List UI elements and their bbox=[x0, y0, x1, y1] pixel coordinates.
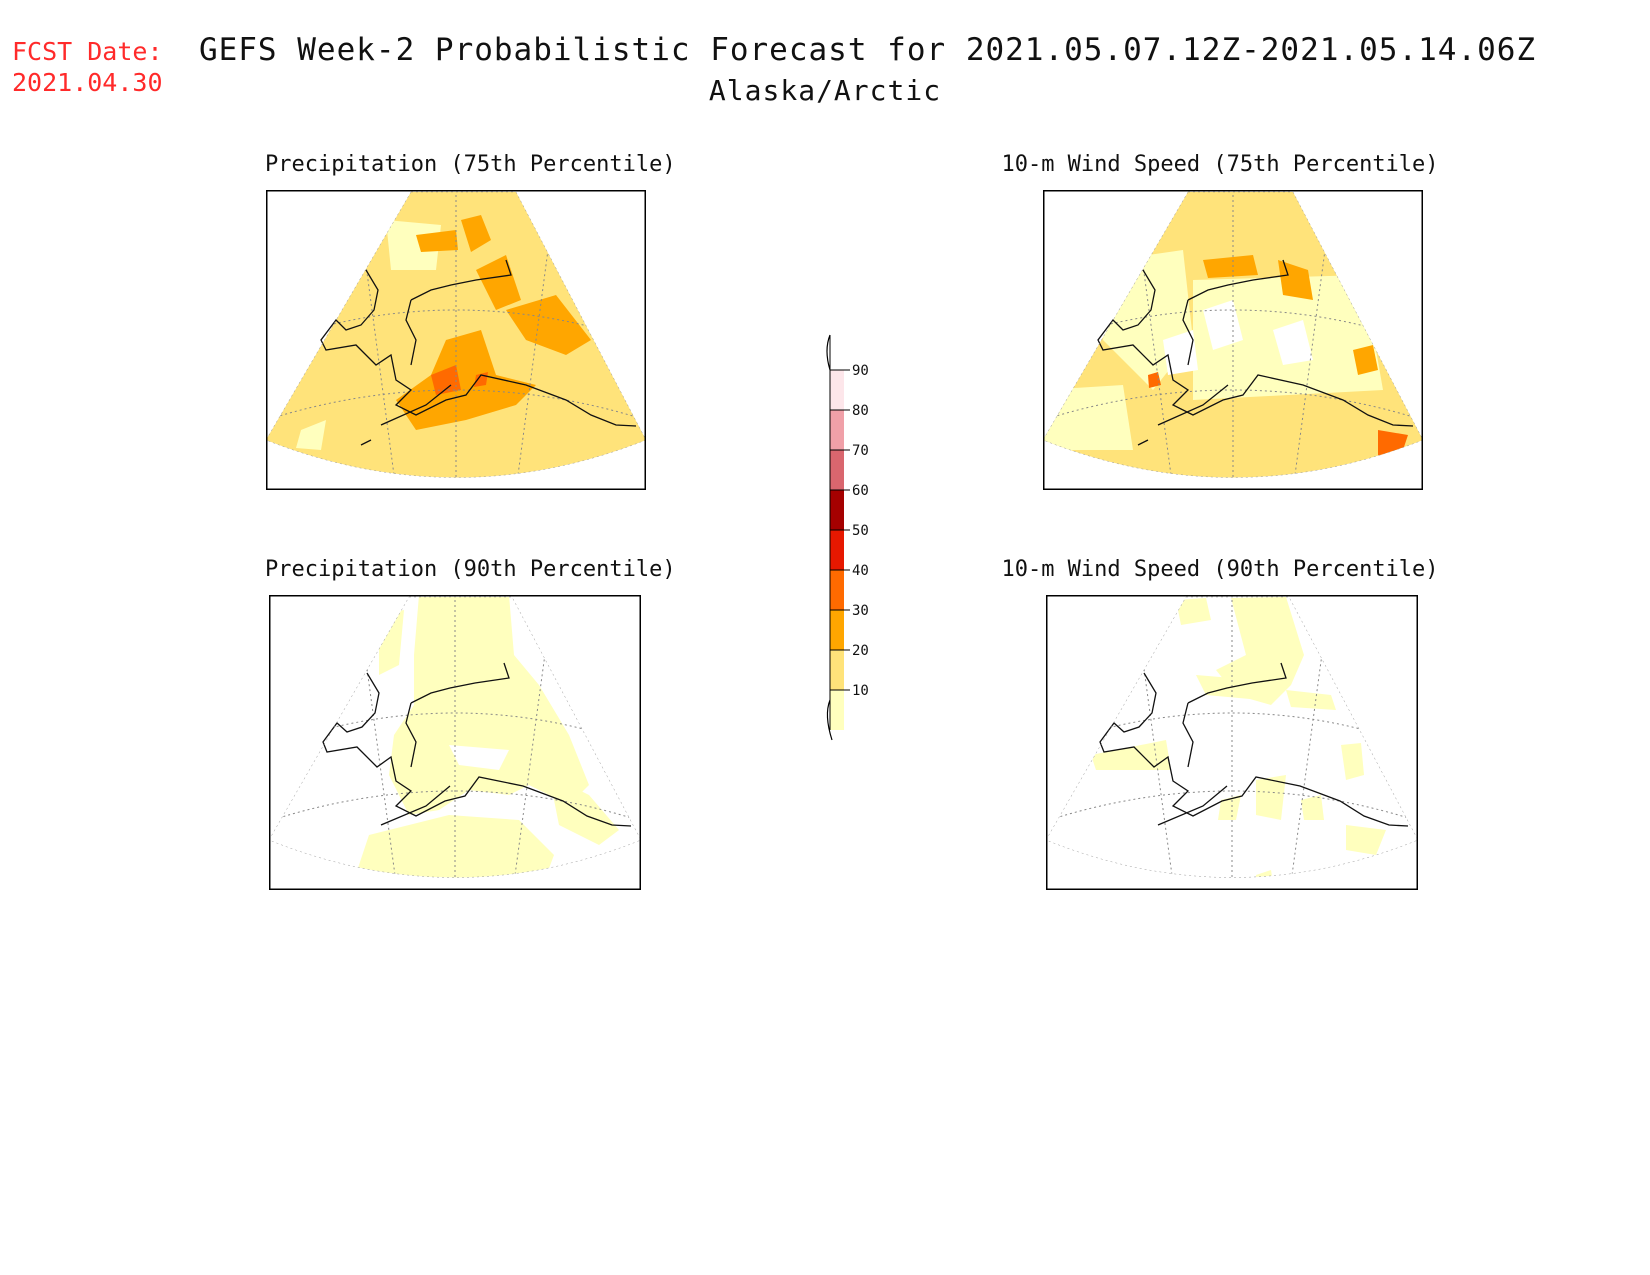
legend-band-50 bbox=[830, 530, 844, 570]
legend-tick-label-30: 30 bbox=[852, 603, 869, 619]
legend-tick-label-50: 50 bbox=[852, 523, 869, 539]
legend-band-80 bbox=[830, 410, 844, 450]
precip75-orange-patch-3 bbox=[476, 255, 521, 310]
map-wind-90-svg bbox=[1046, 595, 1418, 890]
wind90-light-patch-10 bbox=[1218, 795, 1241, 820]
legend-tick-label-40: 40 bbox=[852, 563, 869, 579]
wind90-light-patch-11 bbox=[1256, 870, 1274, 878]
legend-tick-label-20: 20 bbox=[852, 643, 869, 659]
wind90-frame bbox=[1046, 595, 1418, 890]
precip90-white-gap bbox=[449, 745, 509, 770]
precip75-dark-orange-patch bbox=[431, 365, 461, 395]
wind75-frame bbox=[1043, 190, 1423, 490]
wind75-orange-patch-1 bbox=[1203, 255, 1258, 278]
wind90-light-patch-1 bbox=[1176, 598, 1211, 625]
precip75-coastline bbox=[320, 259, 637, 446]
precip75-light-patch-2 bbox=[296, 420, 326, 450]
map-wind-90 bbox=[1046, 595, 1418, 890]
wind90-graticule bbox=[1046, 597, 1418, 878]
map-precip-90-svg bbox=[269, 595, 641, 890]
precip75-light-patch bbox=[386, 220, 441, 270]
legend-tick-label-70: 70 bbox=[852, 443, 869, 459]
precip90-light-area-1 bbox=[389, 597, 589, 815]
wind90-light-patch-7 bbox=[1256, 775, 1286, 820]
precip75-orange-patch-4 bbox=[506, 295, 591, 355]
wind90-light-patch-6 bbox=[1341, 743, 1364, 780]
panel-title-wind-90: 10-m Wind Speed (90th Percentile) bbox=[1001, 557, 1439, 582]
precip75-frame bbox=[266, 190, 646, 490]
wind90-coastline bbox=[1099, 662, 1409, 827]
panel-title-precip-90: Precipitation (90th Percentile) bbox=[265, 557, 676, 582]
legend-band-90 bbox=[830, 370, 844, 410]
forecast-date-value: 2021.04.30 bbox=[12, 68, 163, 97]
map-wind-75-svg bbox=[1043, 190, 1423, 490]
precip90-coastline bbox=[322, 662, 632, 827]
precip75-orange-patch-5 bbox=[396, 330, 536, 430]
forecast-date-block: FCST Date: 2021.04.30 bbox=[12, 36, 163, 98]
legend-tick-label-10: 10 bbox=[852, 683, 869, 699]
legend-top-cap bbox=[826, 334, 831, 371]
page-title: GEFS Week-2 Probabilistic Forecast for 2… bbox=[198, 32, 1537, 68]
wind90-light-patch-4 bbox=[1286, 690, 1336, 710]
forecast-date-label: FCST Date: bbox=[12, 37, 163, 66]
wind90-light-patch-5 bbox=[1091, 740, 1171, 770]
precip90-light-area-4 bbox=[549, 775, 619, 845]
wind75-white-patch-2 bbox=[1273, 320, 1313, 365]
precip75-orange-patch-1 bbox=[416, 230, 458, 252]
page-header: GEFS Week-2 Probabilistic Forecast for 2… bbox=[0, 32, 1650, 107]
map-precip-75 bbox=[266, 190, 646, 490]
legend-bottom-cap bbox=[826, 699, 833, 741]
precip90-graticule bbox=[269, 597, 641, 878]
legend-tick-label-60: 60 bbox=[852, 483, 869, 499]
wind75-dark-orange-patch-2 bbox=[1148, 372, 1161, 388]
precip90-frame bbox=[269, 595, 641, 890]
map-precip-75-svg bbox=[266, 190, 646, 490]
wind75-orange-patch-3 bbox=[1353, 345, 1378, 375]
wind90-light-patch-9 bbox=[1346, 825, 1386, 855]
legend-band-60 bbox=[830, 490, 844, 530]
map-precip-90 bbox=[269, 595, 641, 890]
precip75-orange-patch-2 bbox=[461, 215, 491, 252]
legend-bands bbox=[830, 335, 844, 730]
legend-band-10 bbox=[830, 690, 844, 730]
page-subtitle: Alaska/Arctic bbox=[708, 74, 942, 107]
legend-tick-label-90: 90 bbox=[852, 363, 869, 379]
legend-ticks: 90 80 70 60 50 40 30 20 10 bbox=[829, 335, 869, 730]
wind75-white-patch-3 bbox=[1163, 330, 1198, 375]
color-legend-svg: 90 80 70 60 50 40 30 20 10 bbox=[826, 334, 869, 741]
wind75-white-patch-1 bbox=[1203, 300, 1243, 350]
panel-title-wind-75: 10-m Wind Speed (75th Percentile) bbox=[1001, 152, 1439, 177]
legend-band-30 bbox=[830, 610, 844, 650]
legend-band-20 bbox=[830, 650, 844, 690]
legend-band-70 bbox=[830, 450, 844, 490]
map-wind-75 bbox=[1043, 190, 1423, 490]
color-legend: 90 80 70 60 50 40 30 20 10 bbox=[818, 330, 898, 750]
legend-tick-label-80: 80 bbox=[852, 403, 869, 419]
legend-band-40 bbox=[830, 570, 844, 610]
wind75-coastline bbox=[1097, 259, 1414, 446]
legend-band-above-90 bbox=[830, 335, 844, 370]
wind90-light-patch-8 bbox=[1301, 795, 1324, 820]
panel-title-precip-75: Precipitation (75th Percentile) bbox=[265, 152, 676, 177]
